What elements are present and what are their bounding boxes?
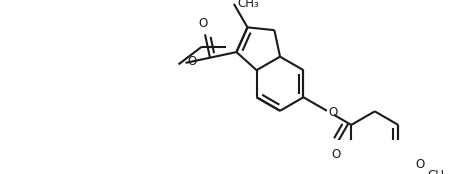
Text: O: O <box>198 17 207 30</box>
Text: CH₃: CH₃ <box>237 0 259 10</box>
Text: O: O <box>415 158 424 171</box>
Text: O: O <box>328 106 337 119</box>
Text: CH₃: CH₃ <box>426 169 448 174</box>
Text: O: O <box>330 148 340 161</box>
Text: O: O <box>187 55 196 68</box>
